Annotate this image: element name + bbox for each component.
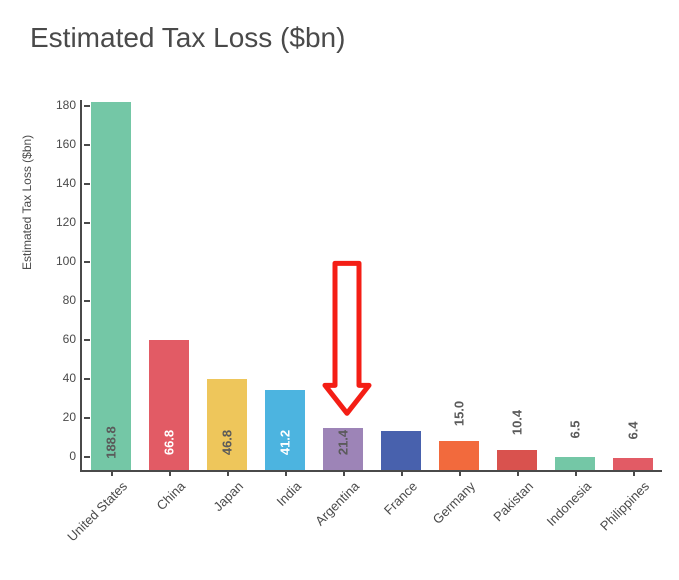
x-tick-label: India	[265, 470, 304, 509]
bar-value-label: 15.0	[451, 401, 466, 426]
bar: 188.8	[91, 102, 130, 470]
bar-value-label: 46.8	[219, 430, 234, 455]
bar: 6.5	[555, 457, 594, 470]
y-axis-label: Estimated Tax Loss ($bn)	[20, 135, 34, 270]
y-tick: 160	[36, 137, 82, 151]
y-tick: 180	[36, 98, 82, 112]
chart-title: Estimated Tax Loss ($bn)	[30, 22, 345, 54]
bar: 41.2	[265, 390, 304, 470]
y-tick: 100	[36, 254, 82, 268]
bar: 10.4	[497, 450, 536, 470]
bars-group: 188.8 66.8 46.8 41.2 21.4 19.8 15.0 10.4 6.5 6.4	[82, 100, 662, 470]
bar-value-label: 6.5	[567, 421, 582, 439]
bar-value-label: 66.8	[161, 430, 176, 455]
y-tick: 20	[36, 410, 82, 424]
x-tick-label: France	[372, 470, 420, 518]
x-tick-label: Argentina	[304, 470, 362, 528]
bar-value-label: 6.4	[625, 421, 640, 439]
y-tick: 60	[36, 332, 82, 346]
bar: 46.8	[207, 379, 246, 470]
bar: 19.8	[381, 431, 420, 470]
bar: 21.4	[323, 428, 362, 470]
y-tick: 0	[36, 449, 82, 463]
bar: 6.4	[613, 458, 652, 470]
bar-value-label: 21.4	[335, 430, 350, 455]
bar-value-label: 19.8	[393, 391, 408, 416]
x-tick-label: United States	[56, 470, 130, 544]
bar: 66.8	[149, 340, 188, 470]
y-tick: 40	[36, 371, 82, 385]
x-tick-label: Philippines	[589, 470, 653, 534]
chart-container: Estimated Tax Loss ($bn) Estimated Tax L…	[0, 0, 679, 580]
y-tick: 120	[36, 215, 82, 229]
y-tick: 80	[36, 293, 82, 307]
bar: 15.0	[439, 441, 478, 470]
x-tick-label: China	[145, 470, 188, 513]
y-tick: 140	[36, 176, 82, 190]
bar-value-label: 10.4	[509, 410, 524, 435]
bar-value-label: 188.8	[103, 426, 118, 459]
x-tick-label: Japan	[202, 470, 246, 514]
plot-area: 188.866.846.841.221.419.815.010.46.56.4 …	[80, 100, 662, 472]
x-tick-label: Indonesia	[535, 470, 594, 529]
x-tick-label: Pakistan	[482, 470, 536, 524]
bar-value-label: 41.2	[277, 430, 292, 455]
x-tick-label: Germany	[421, 470, 478, 527]
